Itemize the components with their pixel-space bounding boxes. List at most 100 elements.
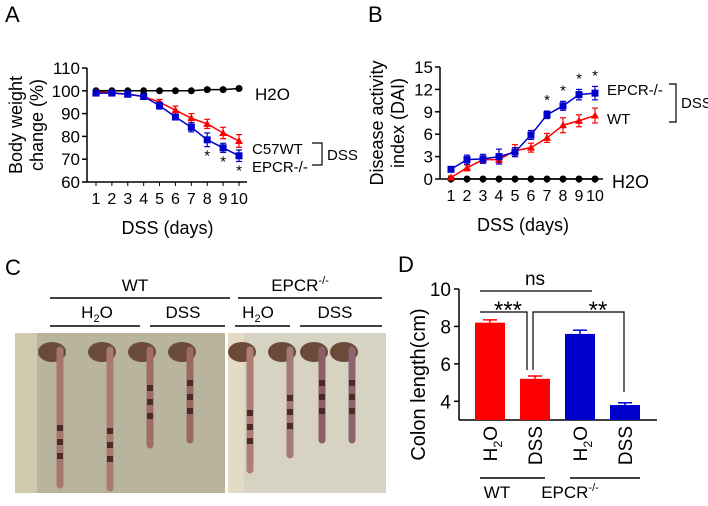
x-tick-label: 7 [543, 188, 552, 205]
y-tick-label: 6 [424, 125, 433, 144]
panel-label-b: B [368, 2, 383, 27]
y-tick-label: 8 [440, 317, 451, 338]
x-tick-label: 1 [92, 191, 101, 208]
legend-wt: C57WT [252, 141, 303, 158]
data-point [543, 133, 551, 141]
data-point [447, 173, 455, 181]
panel-label-c: C [5, 255, 21, 280]
legend-h2o: H2O [255, 85, 290, 104]
significance-star: * [236, 162, 242, 179]
data-point [527, 143, 535, 151]
y-tick-label: 12 [414, 80, 433, 99]
legend-wt: WT [607, 111, 630, 128]
x-tick-label: 3 [123, 191, 132, 208]
data-point [527, 175, 535, 183]
legend-bracket [312, 142, 323, 166]
x-tick-label: 9 [575, 188, 584, 205]
photo-group-wt: WT [122, 276, 148, 295]
data-point [203, 136, 211, 144]
legend-ko: EPCR-/- [252, 159, 308, 176]
x-tick-label: 3 [479, 188, 488, 205]
legend-ko: EPCR-/- [607, 82, 663, 99]
legend-group-dss: DSS [681, 95, 708, 112]
data-point [219, 86, 227, 94]
y-axis-label: Colon length(cm) [408, 308, 430, 460]
data-point [235, 152, 243, 160]
x-axis-label: DSS (days) [121, 218, 213, 238]
photo-label-wt-h2o: H2O [81, 303, 113, 325]
x-tick-label: 6 [527, 188, 536, 205]
significance-star: * [544, 92, 550, 109]
data-point [495, 175, 503, 183]
x-tick-label: 8 [203, 191, 212, 208]
data-point [171, 106, 180, 114]
data-point [591, 175, 599, 183]
data-point [463, 156, 471, 164]
group-label-wt: WT [484, 483, 510, 501]
legend-group-dss: DSS [327, 147, 358, 164]
ruler [228, 333, 244, 493]
data-point [543, 111, 551, 119]
x-tick-label: 4 [139, 191, 148, 208]
data-point [108, 89, 116, 97]
data-point [575, 91, 583, 99]
photo-label-ko-dss: DSS [318, 303, 353, 322]
data-point [235, 136, 243, 144]
data-point [219, 128, 228, 136]
colon-specimens [38, 342, 358, 492]
significance-star: * [220, 153, 226, 170]
data-point [575, 116, 583, 124]
y-tick-label: 80 [61, 127, 80, 146]
x-tick-label: 5 [155, 191, 164, 208]
data-point [511, 148, 519, 156]
y-tick-label: 100 [52, 82, 80, 101]
series-line-0 [96, 87, 240, 92]
panel-label-a: A [5, 2, 20, 27]
data-point [559, 102, 567, 110]
significance-star: * [576, 70, 582, 87]
data-point [219, 144, 227, 152]
y-axis-label: Body weightchange (%) [6, 76, 47, 174]
data-point [171, 113, 179, 121]
significance-star: * [592, 67, 598, 84]
x-tick-label: 10 [230, 191, 248, 208]
chart-body-weight: 60 70 80 90 100 110 1 2 3 4 5 6 7 8 9 10 Body weightchan… [6, 59, 358, 238]
series-line-1 [450, 114, 596, 179]
data-point [527, 131, 535, 139]
data-point [543, 175, 551, 183]
bar-2 [565, 333, 595, 420]
y-tick-label: 70 [61, 150, 80, 169]
data-point [187, 114, 196, 122]
data-point [479, 155, 487, 163]
x-tick-label: 2 [463, 188, 472, 205]
data-point [124, 90, 132, 98]
data-point [187, 87, 195, 95]
ns-label: ns [525, 269, 545, 290]
x-tick-label: 9 [219, 191, 228, 208]
legend-h2o: H2O [612, 172, 649, 192]
photo-group-ko: EPCR-/- [271, 275, 329, 295]
legend-bracket [669, 83, 677, 123]
photo-label-ko-h2o: H2O [242, 303, 274, 325]
data-point [591, 89, 599, 97]
data-point [511, 175, 519, 183]
sig-dss: ** [589, 297, 608, 324]
x-tick-label: 4 [495, 188, 504, 205]
y-tick-label: 9 [424, 103, 433, 122]
data-point [559, 175, 567, 183]
data-point [235, 85, 243, 93]
data-point [495, 153, 503, 161]
data-point [447, 165, 455, 173]
colon-photo-panel: WT EPCR-/- H2O DSS H2O DSS [15, 275, 386, 493]
panel-label-d: D [398, 252, 414, 277]
y-tick-label: 60 [61, 173, 80, 192]
bar-0 [475, 322, 505, 420]
photo-label-wt-dss: DSS [166, 303, 201, 322]
significance-star: * [204, 148, 210, 165]
x-tick-label: 6 [171, 191, 180, 208]
data-point [591, 111, 599, 119]
data-point [171, 87, 179, 95]
